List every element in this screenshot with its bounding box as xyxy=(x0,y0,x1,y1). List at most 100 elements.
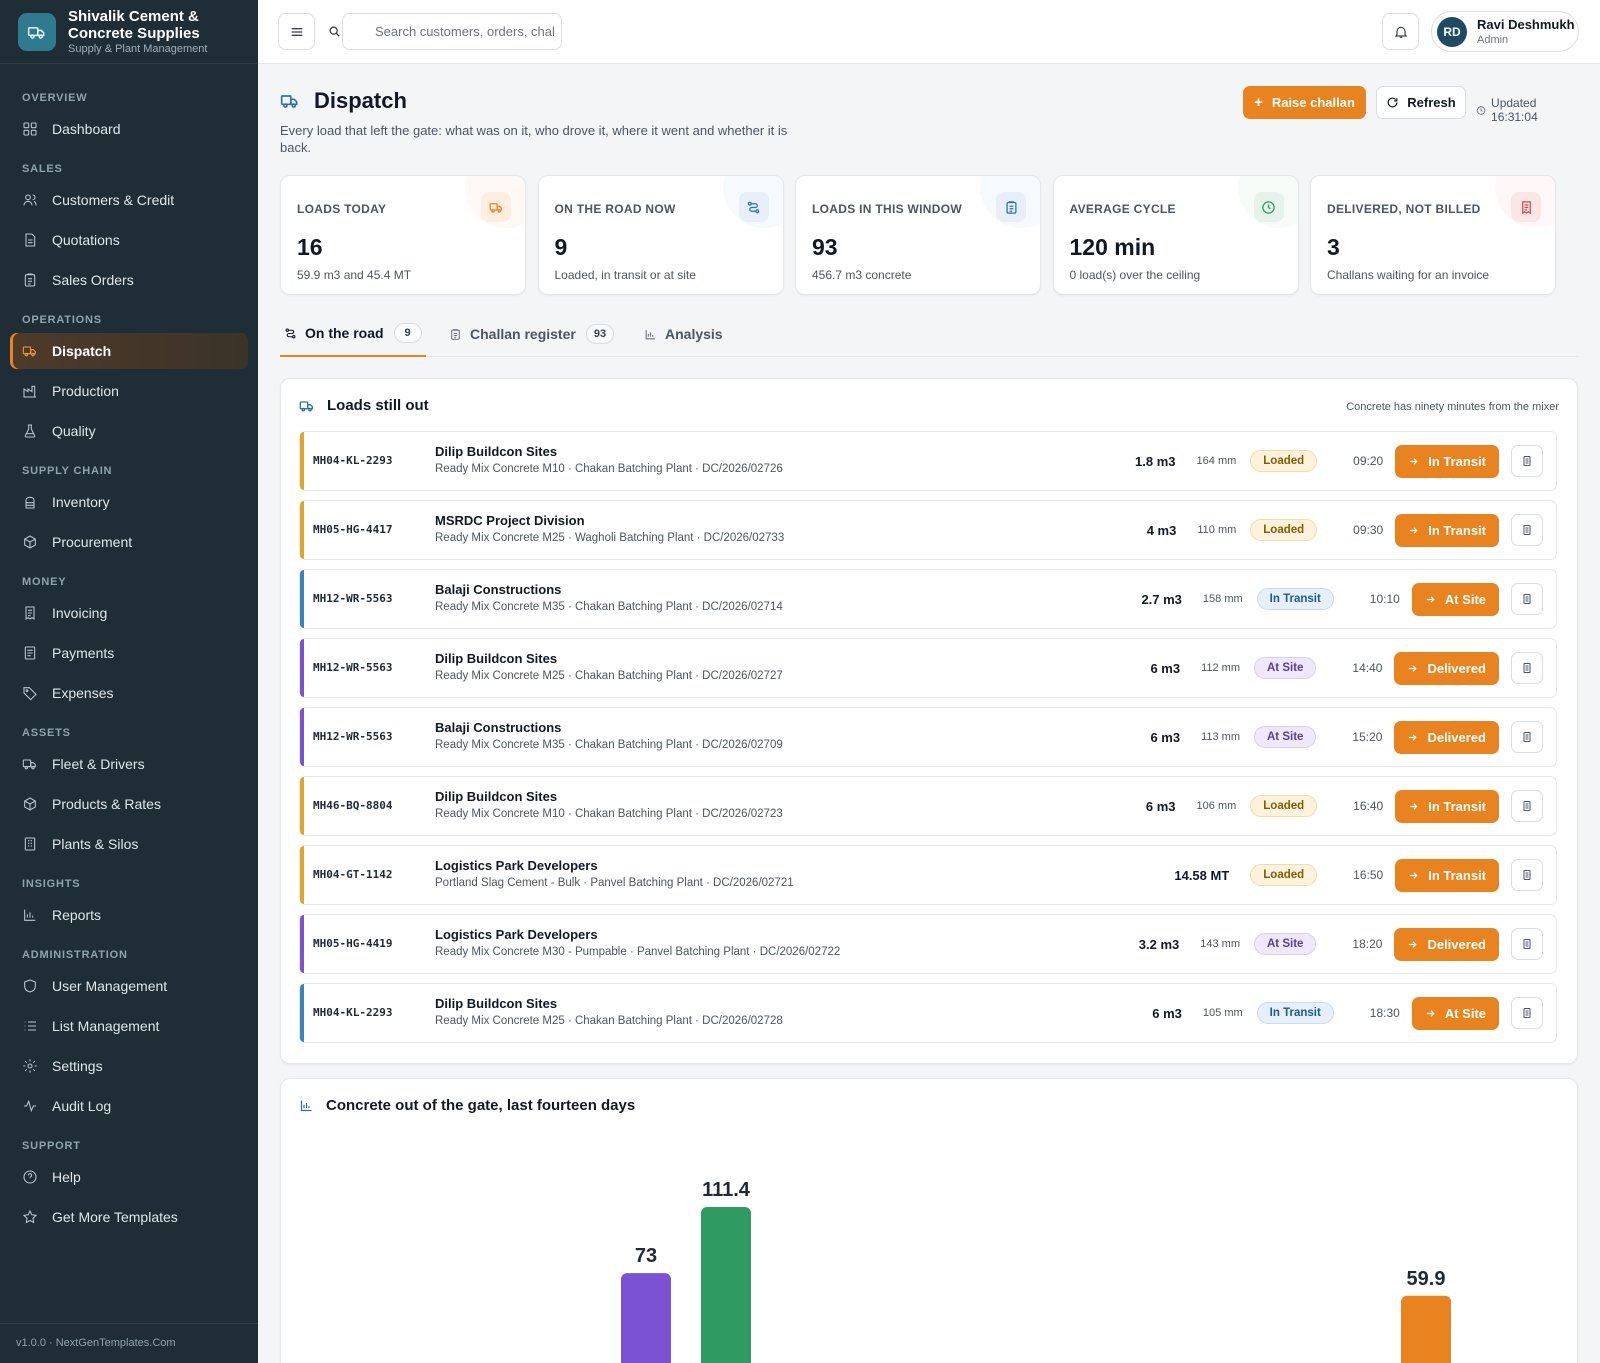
sidebar-item-label: Products & Rates xyxy=(52,796,161,812)
sidebar-item-audit-log[interactable]: Audit Log xyxy=(10,1088,248,1124)
tab-label: Analysis xyxy=(665,326,723,342)
sidebar-item-procurement[interactable]: Procurement xyxy=(10,524,248,560)
print-challan-button[interactable] xyxy=(1511,445,1543,477)
box-icon xyxy=(24,535,36,549)
menu-toggle-button[interactable] xyxy=(278,13,315,50)
advance-status-button[interactable]: At Site xyxy=(1411,996,1499,1030)
load-meta: 14.58 MT Loaded 16:50 In Transit xyxy=(1174,846,1543,904)
advance-status-button[interactable]: In Transit xyxy=(1395,858,1499,892)
sidebar-item-fleet-drivers[interactable]: Fleet & Drivers xyxy=(10,746,248,782)
sidebar-item-label: Help xyxy=(52,1169,81,1185)
tab-bar: On the road 9 Challan register 93 Analysis xyxy=(280,311,1578,357)
status-badge: In Transit xyxy=(1256,588,1334,610)
sidebar-item-label: Inventory xyxy=(52,494,110,510)
clock-icon xyxy=(1476,105,1486,115)
document-icon xyxy=(1523,456,1531,466)
tab-challan-register[interactable]: Challan register 93 xyxy=(445,311,618,357)
stat-card: DELIVERED, NOT BILLED 3 Challans waiting f… xyxy=(1310,175,1556,295)
shield-icon xyxy=(24,979,36,993)
sidebar-item-label: Invoicing xyxy=(52,605,108,621)
load-quantity: 14.58 MT xyxy=(1174,867,1230,883)
sidebar-item-production[interactable]: Production xyxy=(10,373,248,409)
advance-status-button[interactable]: In Transit xyxy=(1395,513,1499,547)
status-stripe xyxy=(300,570,304,628)
load-meta: 4 m3 110 mm Loaded 09:30 In Transit xyxy=(1147,501,1543,559)
avatar: RD xyxy=(1437,16,1467,47)
load-row: MH12-WR-5563 Dilip Buildcon Sites Ready Mi… xyxy=(299,638,1557,698)
sidebar-item-plants-silos[interactable]: Plants & Silos xyxy=(10,826,248,862)
stat-label: LOADS TODAY xyxy=(297,202,387,216)
print-challan-button[interactable] xyxy=(1511,790,1543,822)
sidebar-item-reports[interactable]: Reports xyxy=(10,897,248,933)
refresh-button[interactable]: Refresh xyxy=(1376,86,1466,119)
sidebar-item-settings[interactable]: Settings xyxy=(10,1048,248,1084)
document-icon xyxy=(1523,594,1531,604)
print-challan-button[interactable] xyxy=(1511,514,1543,546)
tab-analysis[interactable]: Analysis xyxy=(640,311,727,357)
document-icon xyxy=(1523,732,1531,742)
sidebar-item-invoicing[interactable]: Invoicing xyxy=(10,595,248,631)
sidebar-item-expenses[interactable]: Expenses xyxy=(10,675,248,711)
sidebar-item-get-more-templates[interactable]: Get More Templates xyxy=(10,1199,248,1235)
sidebar-item-customers-credit[interactable]: Customers & Credit xyxy=(10,182,248,218)
sidebar-item-dispatch[interactable]: Dispatch xyxy=(10,333,248,369)
tab-count: 9 xyxy=(393,323,422,343)
stat-icon-wrap xyxy=(1253,192,1284,222)
page-header: Dispatch Every load that left the gate: … xyxy=(280,64,1578,170)
print-challan-button[interactable] xyxy=(1511,859,1543,891)
advance-status-button[interactable]: Delivered xyxy=(1394,651,1499,685)
advance-status-button[interactable]: Delivered xyxy=(1394,720,1499,754)
print-challan-button[interactable] xyxy=(1511,721,1543,753)
sidebar-item-dashboard[interactable]: Dashboard xyxy=(10,111,248,147)
sidebar-item-quotations[interactable]: Quotations xyxy=(10,222,248,258)
tab-label: On the road xyxy=(305,325,384,341)
status-badge: Loaded xyxy=(1250,795,1318,817)
load-meta: 3.2 m3 143 mm At Site 18:20 Delivered xyxy=(1139,915,1543,973)
users-icon xyxy=(23,194,37,206)
user-menu[interactable]: RD Ravi Deshmukh Admin xyxy=(1431,11,1579,52)
sidebar-item-inventory[interactable]: Inventory xyxy=(10,484,248,520)
sidebar-item-sales-orders[interactable]: Sales Orders xyxy=(10,262,248,298)
stat-label: LOADS IN THIS WINDOW xyxy=(812,202,962,216)
advance-status-button[interactable]: Delivered xyxy=(1394,927,1499,961)
advance-status-button[interactable]: At Site xyxy=(1411,582,1499,616)
tab-on-the-road[interactable]: On the road 9 xyxy=(280,311,426,357)
search-input[interactable] xyxy=(342,13,562,50)
load-row: MH12-WR-5563 Balaji Constructions Ready Mi… xyxy=(299,707,1557,767)
sidebar-item-payments[interactable]: Payments xyxy=(10,635,248,671)
status-badge: Loaded xyxy=(1250,450,1318,472)
print-challan-button[interactable] xyxy=(1511,928,1543,960)
vehicle-plate: MH12-WR-5563 xyxy=(313,730,393,743)
load-description: Ready Mix Concrete M10 · Chakan Batching… xyxy=(435,463,783,475)
slump-value: 164 mm xyxy=(1196,455,1237,467)
nav-section-label: SUPPORT xyxy=(22,1140,81,1152)
chart-title: Concrete out of the gate, last fourteen … xyxy=(299,1097,635,1114)
sidebar-item-products-rates[interactable]: Products & Rates xyxy=(10,786,248,822)
stat-note: Loaded, in transit or at site xyxy=(554,268,696,282)
load-quantity: 4 m3 xyxy=(1146,522,1177,538)
advance-status-button[interactable]: In Transit xyxy=(1395,789,1499,823)
load-row: MH05-HG-4419 Logistics Park Developers Rea… xyxy=(299,914,1557,974)
load-meta: 2.7 m3 158 mm In Transit 10:10 At Site xyxy=(1141,570,1543,628)
print-challan-button[interactable] xyxy=(1511,583,1543,615)
sidebar-item-label: Settings xyxy=(52,1058,103,1074)
sidebar-item-help[interactable]: Help xyxy=(10,1159,248,1195)
document-icon xyxy=(1523,525,1531,535)
load-quantity: 2.7 m3 xyxy=(1141,591,1182,607)
print-challan-button[interactable] xyxy=(1511,997,1543,1029)
document-icon xyxy=(1523,939,1531,949)
advance-status-button[interactable]: In Transit xyxy=(1395,444,1499,478)
stat-value: 120 min xyxy=(1069,234,1156,260)
sidebar-item-list-management[interactable]: List Management xyxy=(10,1008,248,1044)
list-icon xyxy=(24,1021,36,1031)
help-icon xyxy=(23,1170,37,1184)
raise-challan-button[interactable]: + Raise challan xyxy=(1243,86,1366,119)
load-row: MH12-WR-5563 Balaji Constructions Ready Mi… xyxy=(299,569,1557,629)
nav-section-label: ADMINISTRATION xyxy=(22,949,128,961)
sidebar-item-quality[interactable]: Quality xyxy=(10,413,248,449)
notifications-button[interactable] xyxy=(1382,13,1419,50)
sidebar-item-user-management[interactable]: User Management xyxy=(10,968,248,1004)
clock-icon xyxy=(1262,200,1275,214)
stat-icon-wrap xyxy=(1511,192,1541,222)
print-challan-button[interactable] xyxy=(1511,652,1543,684)
